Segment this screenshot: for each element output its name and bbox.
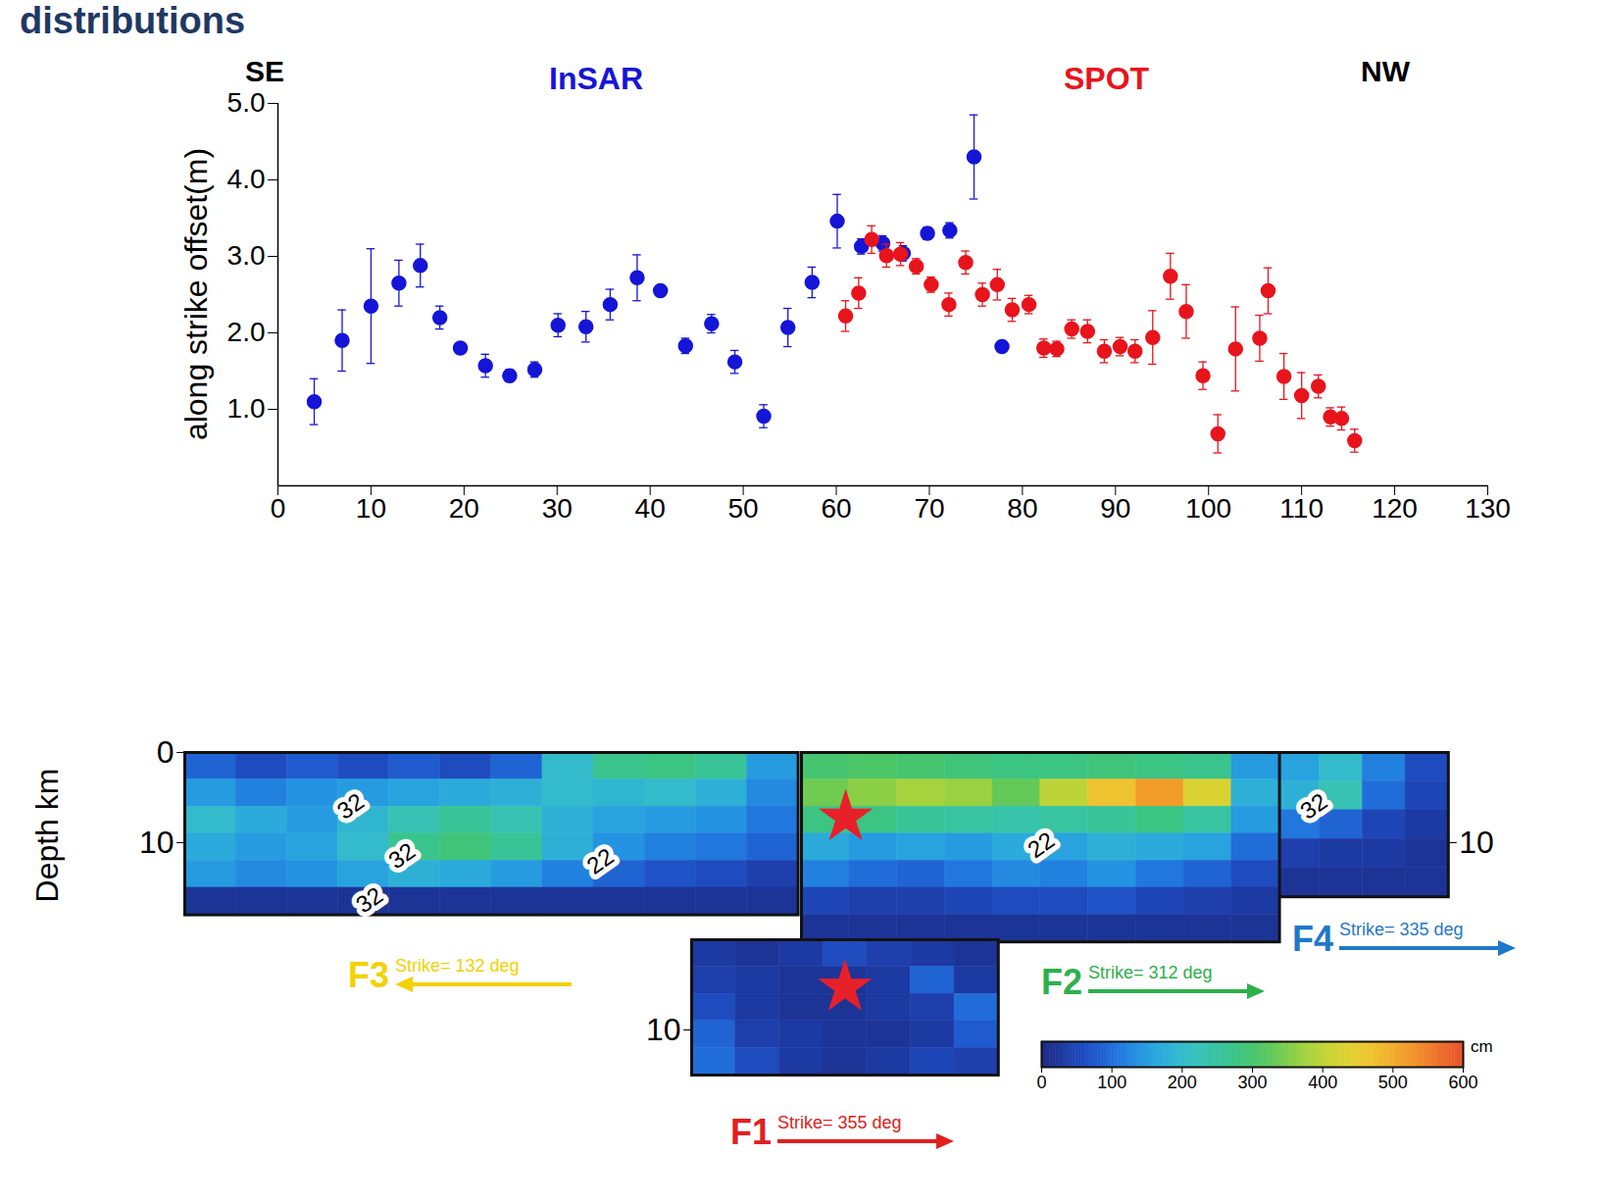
svg-text:600: 600 xyxy=(1448,1072,1478,1093)
html-text:Depth km: Depth km xyxy=(28,768,65,903)
svg-text:1.0: 1.0 xyxy=(227,393,266,424)
svg-text:3.0: 3.0 xyxy=(227,240,266,271)
svg-text:0: 0 xyxy=(1036,1072,1047,1093)
svg-text:10: 10 xyxy=(1458,824,1495,860)
html-text:F3Strike= 132 deg: F3Strike= 132 deg xyxy=(348,954,520,996)
svg-text:300: 300 xyxy=(1237,1072,1267,1093)
svg-text:10: 10 xyxy=(139,824,175,860)
svg-text:10: 10 xyxy=(646,1011,682,1048)
svg-text:20: 20 xyxy=(449,493,480,524)
html-text:distributions: distributions xyxy=(19,0,246,42)
svg-text:32: 32 xyxy=(350,881,388,918)
html-text:F1Strike= 355 deg: F1Strike= 355 deg xyxy=(730,1111,902,1152)
svg-text:90: 90 xyxy=(1100,493,1131,524)
svg-text:0: 0 xyxy=(270,493,287,524)
html-text:cm: cm xyxy=(1470,1037,1493,1056)
svg-text:130: 130 xyxy=(1464,493,1511,524)
svg-text:40: 40 xyxy=(635,493,666,524)
html-text:F2Strike= 312 deg: F2Strike= 312 deg xyxy=(1041,961,1213,1002)
svg-text:2.0: 2.0 xyxy=(227,316,266,348)
svg-text:100: 100 xyxy=(1185,493,1232,524)
html-text:SPOT: SPOT xyxy=(1063,60,1150,97)
svg-text:32: 32 xyxy=(1295,787,1332,824)
svg-text:22: 22 xyxy=(581,842,618,879)
svg-text:32: 32 xyxy=(383,837,420,874)
svg-text:30: 30 xyxy=(542,493,573,524)
svg-text:22: 22 xyxy=(1022,826,1059,863)
svg-text:60: 60 xyxy=(820,493,851,524)
svg-text:10: 10 xyxy=(355,493,387,524)
svg-text:80: 80 xyxy=(1006,493,1038,524)
svg-text:50: 50 xyxy=(728,493,759,524)
svg-text:5.0: 5.0 xyxy=(227,87,266,118)
svg-text:4.0: 4.0 xyxy=(227,163,266,195)
svg-text:200: 200 xyxy=(1167,1072,1198,1093)
html-text:SE: SE xyxy=(245,54,285,88)
svg-text:100: 100 xyxy=(1097,1072,1127,1093)
svg-text:70: 70 xyxy=(913,493,945,524)
html-text:InSAR: InSAR xyxy=(549,60,644,97)
svg-text:120: 120 xyxy=(1371,493,1418,524)
svg-text:0: 0 xyxy=(156,734,175,770)
html-text:F4Strike= 335 deg: F4Strike= 335 deg xyxy=(1292,918,1464,959)
svg-text:500: 500 xyxy=(1378,1072,1408,1093)
svg-text:32: 32 xyxy=(332,787,369,824)
svg-text:400: 400 xyxy=(1307,1072,1338,1093)
html-text:along strike offset(m): along strike offset(m) xyxy=(177,147,214,441)
svg-text:110: 110 xyxy=(1279,493,1324,524)
html-text:NW: NW xyxy=(1360,54,1410,88)
